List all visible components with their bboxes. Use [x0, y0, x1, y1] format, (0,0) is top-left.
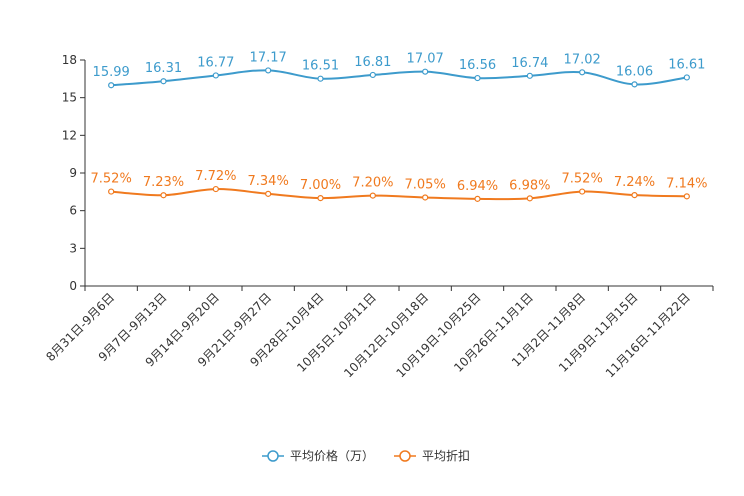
data-point[interactable] [369, 192, 376, 199]
data-point[interactable] [579, 69, 586, 76]
series-line [111, 69, 687, 87]
data-label: 7.05% [405, 177, 446, 192]
data-label: 6.94% [457, 179, 498, 194]
data-point[interactable] [317, 195, 324, 202]
data-point[interactable] [108, 188, 115, 195]
data-point[interactable] [265, 190, 272, 197]
legend[interactable]: 平均价格（万） 平均折扣 [262, 448, 470, 463]
data-label: 7.52% [91, 172, 132, 187]
data-label: 7.24% [614, 175, 655, 190]
data-label: 16.77 [197, 55, 234, 70]
legend-item-0[interactable]: 平均价格（万） [262, 448, 374, 463]
data-label: 16.06 [616, 64, 653, 79]
data-label: 7.20% [352, 176, 393, 191]
data-label: 7.00% [300, 178, 341, 193]
data-label: 16.31 [145, 61, 182, 76]
legend-label: 平均价格（万） [290, 448, 374, 463]
y-tick-label: 12 [62, 128, 77, 142]
data-point[interactable] [265, 67, 272, 74]
data-point[interactable] [212, 185, 219, 193]
data-label: 15.99 [93, 65, 130, 80]
data-point[interactable] [160, 192, 167, 199]
data-point[interactable] [579, 188, 586, 195]
y-tick-label: 6 [69, 204, 77, 218]
series-1: 7.52% 7.23% 7.72% 7.34% 7.00% 7.20% 7.05% 6.94%… [91, 169, 707, 202]
data-label: 16.51 [302, 59, 339, 74]
legend-item-1[interactable]: 平均折扣 [394, 448, 470, 463]
data-point[interactable] [160, 78, 167, 85]
data-point[interactable] [108, 82, 115, 89]
data-label: 16.74 [511, 56, 548, 71]
y-tick-label: 3 [69, 241, 77, 255]
data-label: 16.81 [354, 55, 391, 70]
data-label: 7.23% [143, 175, 184, 190]
data-point[interactable] [369, 71, 376, 79]
y-tick-label: 15 [62, 91, 77, 105]
y-tick-label: 0 [69, 279, 77, 293]
data-point[interactable] [212, 72, 219, 79]
legend-marker-icon [267, 450, 279, 462]
data-point[interactable] [683, 193, 690, 200]
data-label: 16.56 [459, 58, 496, 73]
data-label: 7.34% [248, 174, 289, 189]
data-label: 16.61 [668, 57, 705, 72]
data-point[interactable] [683, 74, 690, 81]
data-point[interactable] [526, 72, 533, 79]
data-label: 7.52% [562, 172, 603, 187]
data-point[interactable] [474, 74, 481, 82]
data-point[interactable] [422, 68, 429, 75]
data-label: 6.98% [509, 178, 550, 193]
data-label: 7.72% [195, 169, 236, 184]
axes: 03691215188月31日-9月6日9月7日-9月13日9月14日-9月20… [43, 53, 714, 380]
y-tick-label: 9 [69, 166, 77, 180]
series-layer: 15.99 16.31 16.77 17.17 16.51 16.81 17.07 16.56… [91, 50, 707, 202]
data-point[interactable] [631, 191, 638, 199]
data-point[interactable] [422, 194, 429, 201]
series-0: 15.99 16.31 16.77 17.17 16.51 16.81 17.07 16.56… [93, 50, 705, 89]
data-label: 7.14% [666, 176, 707, 191]
legend-marker-icon [399, 450, 411, 462]
data-label: 17.17 [250, 50, 287, 65]
legend-label: 平均折扣 [422, 448, 470, 463]
series-line [111, 188, 687, 201]
y-tick-label: 18 [62, 53, 77, 67]
data-point[interactable] [526, 195, 533, 202]
data-label: 17.07 [407, 52, 444, 67]
data-point[interactable] [631, 81, 638, 88]
data-point[interactable] [317, 75, 324, 82]
data-label: 17.02 [564, 52, 601, 67]
data-point[interactable] [474, 195, 481, 202]
